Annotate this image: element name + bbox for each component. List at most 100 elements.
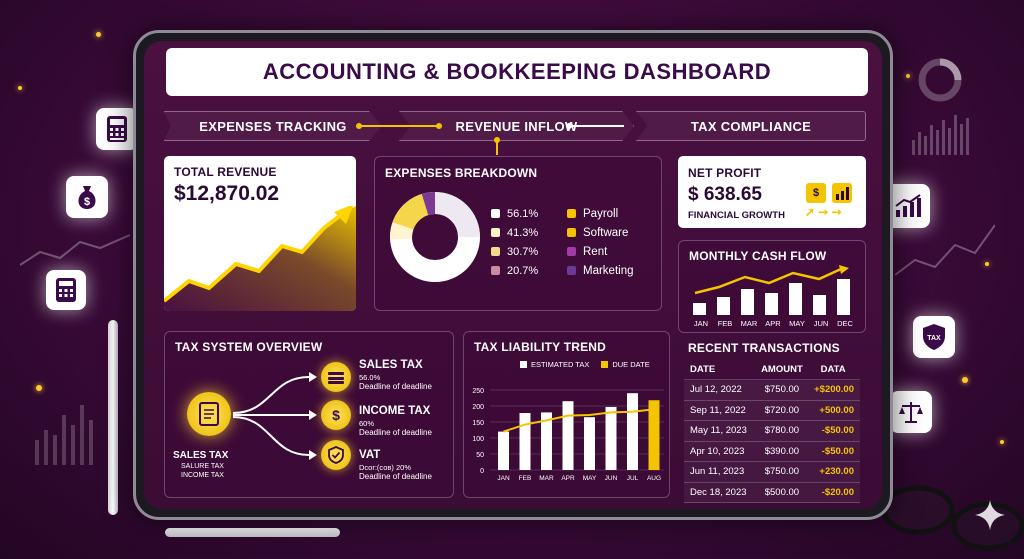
table-row[interactable]: May 11, 2023 $780.00 -$50.00 [684,420,860,442]
dashboard-title: ACCOUNTING & BOOKKEEPING DASHBOARD [166,48,868,96]
legend-swatch [567,228,576,237]
legend-swatch [491,228,500,237]
tax-item-sales: SALES TAX 56.0% Deadline of deadline [359,359,432,391]
cash-flow-bar [741,289,754,315]
table-header-row: DATE AMOUNT DATA [684,359,860,380]
expenses-donut [389,191,480,282]
sparkle [96,32,101,37]
tablet-frame: ACCOUNTING & BOOKKEEPING DASHBOARD EXPEN… [133,30,893,520]
transaction-date: Dec 18, 2023 [684,482,758,503]
expense-percent: 30.7% [507,246,539,258]
month-label: MAR [740,319,758,328]
y-tick-label: 100 [472,436,484,443]
cash-flow-title: MONTHLY CASH FLOW [689,249,827,263]
y-tick-label: 0 [480,468,484,475]
cash-flow-bar [837,279,850,315]
expense-category: Software [583,227,629,239]
estimated-tax-bar [541,412,552,470]
table-row[interactable]: Jun 11, 2023 $750.00 +230.00 [684,461,860,483]
shield-check-icon [321,440,351,470]
financial-growth-label: FINANCIAL GROWTH [688,210,785,221]
transaction-date: Sep 11, 2022 [684,400,758,421]
column-header: AMOUNT [757,359,807,380]
month-label: FEB [717,319,733,328]
line-decor [20,234,130,266]
cash-flow-months: JAN FEB MAR APR MAY JUN DEC [689,319,859,328]
legend-swatch [491,247,500,256]
document-icon [187,392,231,436]
tax-item-name: INCOME TAX [359,405,431,417]
transaction-amount: $780.00 [757,420,807,442]
expenses-percent-legend: 56.1% 41.3% 30.7% 20.7% [491,205,538,281]
x-tick-label: JUL [627,475,639,482]
expenses-breakdown-card: EXPENSES BREAKDOWN 56.1% 41.3% 30.7% 20.… [374,156,662,311]
x-tick-label: JUN [605,475,618,482]
estimated-tax-bar [627,393,638,470]
tax-item-name: VAT [359,449,381,461]
expense-category: Payroll [583,208,619,220]
expense-category: Rent [583,246,608,258]
table-row[interactable]: Apr 10, 2023 $390.00 -$50.00 [684,441,860,462]
ring-chart-decor [918,58,962,102]
tax-system-overview-card: TAX SYSTEM OVERVIEW SALES TAX SALURE TAX… [164,331,454,498]
cash-flow-chart [693,265,850,315]
step-connector [356,123,624,155]
tax-item-rate: 56.0% [359,373,381,382]
center-tax-sub: SALURE TAX [181,463,224,470]
tax-overview-title: TAX SYSTEM OVERVIEW [175,340,323,354]
transaction-date: Apr 10, 2023 [684,441,758,462]
transaction-amount: $750.00 [757,461,807,483]
transaction-data: -$20.00 [806,482,860,503]
tax-trend-title: TAX LIABILITY TREND [474,340,607,354]
sparkle [906,74,910,78]
expenses-category-legend: Payroll Software Rent Marketing [567,205,634,281]
calculator-icon [46,270,86,310]
column-header: DATE [684,359,758,380]
transaction-data: +230.00 [806,461,860,483]
expense-percent: 20.7% [507,265,539,277]
bars-decor [912,115,969,155]
tax-item-income: INCOME TAX 60% Deadline of deadline [359,405,432,437]
transaction-amount: $720.00 [757,400,807,421]
transaction-data: -$50.00 [806,420,860,442]
legend-estimated-tax: ESTIMATED TAX [531,360,590,369]
month-label: DEC [837,319,853,328]
sparkle [962,377,968,383]
bars-decor [35,405,93,465]
svg-text:TAX: TAX [927,335,941,342]
sparkle [18,86,22,90]
tax-item-name: SALES TAX [359,359,423,371]
svg-text:$: $ [84,196,90,208]
stylus-pen [165,528,340,537]
x-tick-label: FEB [519,475,532,482]
x-tick-label: AUG [647,475,661,482]
total-revenue-label: TOTAL REVENUE [174,165,277,179]
estimated-tax-bar [498,431,509,470]
table-row[interactable]: Sep 11, 2022 $720.00 +500.00 [684,400,860,421]
transaction-date: Jul 12, 2022 [684,379,758,401]
tax-item-deadline: Deadline of deadline [359,382,432,391]
center-tax-sub: INCOME TAX [181,472,224,479]
total-revenue-value: $12,870.02 [174,182,280,205]
x-tick-label: MAY [583,475,597,482]
center-tax-label: SALES TAX [173,450,229,461]
sparkle [1000,440,1004,444]
net-profit-label: NET PROFIT [688,166,762,180]
legend-swatch [567,209,576,218]
transaction-amount: $390.00 [757,441,807,462]
legend-swatch [567,247,576,256]
step-tax-compliance[interactable]: TAX COMPLIANCE [636,111,866,141]
table-row[interactable]: Jul 12, 2022 $750.00 +$200.00 [684,379,860,401]
tax-trend-legend: ESTIMATED TAX DUE DATE [520,360,650,369]
estimated-tax-bar [562,401,574,470]
legend-swatch [520,361,527,368]
calculator-icon [96,108,138,150]
tax-shield-icon: TAX [913,316,955,358]
money-bag-icon: $ [66,176,108,218]
dashboard-screen: ACCOUNTING & BOOKKEEPING DASHBOARD EXPEN… [144,41,882,509]
transaction-date: May 11, 2023 [684,420,758,442]
tax-trend-chart: 250 200 150 100 50 0 JAN FEB MAR APR MAY JUN JUL AUG [472,388,664,482]
monthly-cash-flow-card: MONTHLY CASH FLOW JAN FEB MAR APR MAY JU… [678,240,866,333]
step-expenses-tracking[interactable]: EXPENSES TRACKING [164,111,382,141]
table-row[interactable]: Dec 18, 2023 $500.00 -$20.00 [684,482,860,503]
